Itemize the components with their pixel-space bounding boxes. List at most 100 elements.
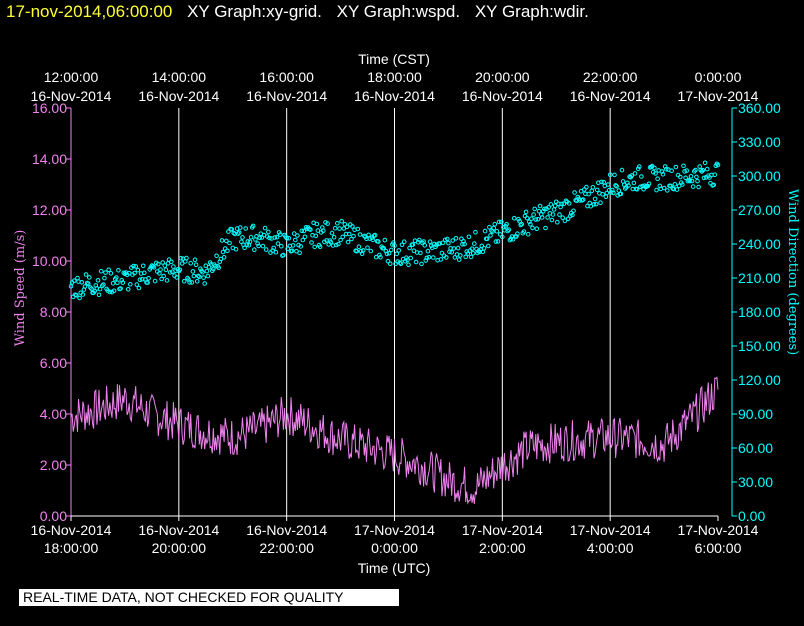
wind-direction-point bbox=[134, 282, 140, 287]
wind-direction-point bbox=[560, 215, 566, 220]
wind-direction-point bbox=[257, 235, 263, 241]
wind-direction-point bbox=[350, 224, 355, 229]
wind-direction-point bbox=[389, 247, 394, 253]
bottom-tick-time: 22:00:00 bbox=[259, 540, 314, 556]
wind-direction-point bbox=[533, 217, 539, 222]
wind-direction-point bbox=[440, 240, 446, 246]
wind-direction-point bbox=[328, 239, 334, 245]
wind-direction-point bbox=[107, 289, 113, 295]
quality-disclaimer: REAL-TIME DATA, NOT CHECKED FOR QUALITY bbox=[19, 589, 399, 606]
wind-direction-point bbox=[439, 250, 445, 256]
wind-direction-point bbox=[465, 251, 471, 256]
wind-direction-point bbox=[589, 188, 595, 194]
left-tick-label: 12.00 bbox=[32, 202, 67, 218]
wind-direction-point bbox=[543, 225, 548, 231]
title-datetime: 17-nov-2014,06:00:00 bbox=[6, 2, 173, 21]
wind-direction-point bbox=[417, 237, 422, 243]
wind-direction-point bbox=[452, 255, 458, 260]
wind-direction-point bbox=[220, 249, 226, 255]
wind-direction-point bbox=[71, 278, 77, 284]
right-tick-label: 330.00 bbox=[738, 134, 781, 150]
wind-direction-point bbox=[355, 226, 361, 232]
wind-direction-point bbox=[332, 225, 338, 231]
right-tick-label: 300.00 bbox=[738, 168, 781, 184]
wind-direction-point bbox=[300, 237, 306, 243]
wind-direction-point bbox=[360, 248, 366, 253]
wind-direction-point bbox=[593, 201, 599, 207]
wind-direction-point bbox=[462, 241, 467, 247]
wind-direction-point bbox=[453, 236, 459, 241]
wind-direction-point bbox=[377, 252, 382, 258]
wind-direction-point bbox=[344, 224, 350, 230]
wind-direction-point bbox=[545, 215, 550, 220]
wind-direction-point bbox=[110, 281, 116, 286]
wind-direction-point bbox=[661, 185, 667, 191]
wind-direction-point bbox=[422, 243, 428, 248]
wind-direction-point bbox=[103, 270, 108, 275]
wind-direction-point bbox=[136, 285, 142, 291]
wind-direction-point bbox=[376, 239, 381, 244]
wind-direction-point bbox=[235, 231, 241, 236]
wind-direction-point bbox=[407, 245, 412, 251]
bottom-tick-time: 20:00:00 bbox=[152, 540, 207, 556]
wind-direction-point bbox=[216, 265, 221, 271]
wind-direction-point bbox=[638, 184, 643, 190]
wind-direction-point bbox=[276, 230, 282, 235]
wind-direction-point bbox=[631, 180, 637, 186]
wind-direction-point bbox=[272, 235, 278, 240]
wind-direction-point bbox=[394, 251, 400, 257]
wind-direction-point bbox=[612, 172, 617, 178]
wind-direction-point bbox=[450, 238, 456, 243]
wind-direction-point bbox=[314, 221, 320, 227]
wind-direction-point bbox=[584, 184, 589, 190]
wind-direction-point bbox=[115, 280, 120, 286]
wind-direction-point bbox=[529, 216, 534, 221]
wind-direction-point bbox=[135, 267, 141, 273]
wind-direction-point bbox=[426, 254, 432, 260]
wind-direction-point bbox=[169, 259, 174, 265]
wind-direction-point bbox=[171, 264, 176, 269]
wind-direction-point bbox=[599, 179, 604, 185]
wind-direction-point bbox=[340, 234, 346, 240]
top-tick-date: 16-Nov-2014 bbox=[462, 88, 543, 104]
wind-direction-point bbox=[111, 288, 117, 294]
wind-direction-point bbox=[537, 203, 543, 209]
wind-direction-point bbox=[337, 226, 342, 231]
wind-direction-point bbox=[87, 275, 92, 280]
title-graph-wdir: XY Graph:wdir. bbox=[474, 2, 589, 21]
wind-direction-point bbox=[335, 221, 340, 226]
wind-direction-point bbox=[637, 164, 642, 169]
wind-direction-point bbox=[179, 261, 185, 266]
wind-direction-point bbox=[472, 241, 477, 246]
wind-direction-point bbox=[133, 264, 138, 269]
wind-direction-point bbox=[354, 248, 360, 254]
wind-direction-point bbox=[604, 190, 610, 196]
wind-direction-point bbox=[190, 269, 196, 274]
wind-direction-point bbox=[325, 221, 330, 226]
wind-direction-point bbox=[125, 287, 131, 292]
wind-direction-point bbox=[451, 246, 457, 251]
wind-direction-point bbox=[260, 243, 266, 249]
wind-direction-point bbox=[541, 208, 546, 214]
wind-direction-point bbox=[711, 182, 717, 188]
wind-direction-point bbox=[119, 278, 124, 283]
right-tick-label: 240.00 bbox=[738, 236, 781, 252]
wind-direction-point bbox=[161, 273, 166, 279]
wind-direction-point bbox=[108, 271, 114, 276]
wind-direction-point bbox=[678, 174, 683, 180]
wind-direction-point bbox=[712, 172, 718, 177]
bottom-tick-time: 0:00:00 bbox=[371, 540, 418, 556]
wind-direction-point bbox=[80, 292, 86, 297]
wind-direction-point bbox=[532, 206, 538, 212]
wind-direction-point bbox=[286, 235, 292, 241]
wind-direction-point bbox=[690, 184, 696, 189]
wind-direction-point bbox=[114, 275, 119, 280]
wind-direction-point bbox=[156, 261, 161, 267]
wind-direction-point bbox=[463, 254, 469, 260]
wind-direction-point bbox=[572, 190, 577, 195]
wind-direction-point bbox=[83, 272, 89, 277]
wind-direction-point bbox=[160, 260, 165, 265]
wind-direction-point bbox=[645, 183, 651, 189]
bottom-tick-time: 4:00:00 bbox=[587, 540, 634, 556]
